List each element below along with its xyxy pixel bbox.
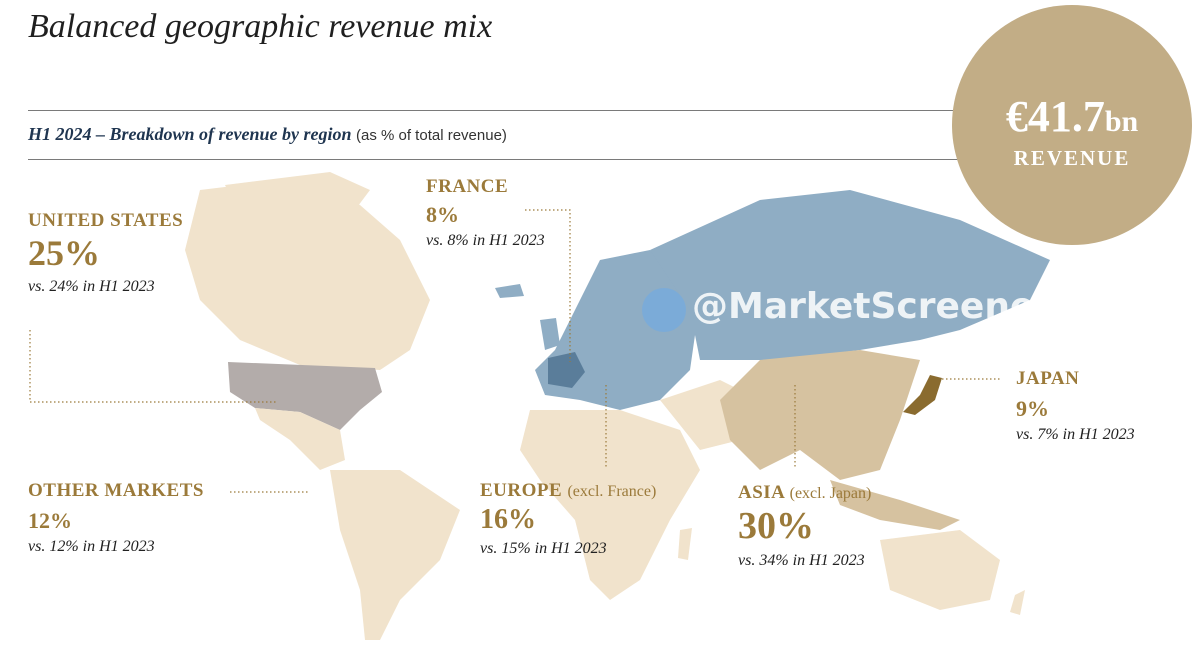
region-pct: 12% xyxy=(28,508,72,533)
japan-shape xyxy=(903,375,942,415)
revenue-badge: €41.7bn REVENUE xyxy=(952,5,1192,245)
australia-land xyxy=(880,530,1000,610)
region-name: OTHER MARKETS xyxy=(28,480,204,501)
france-shape xyxy=(548,352,585,388)
region-name: ASIA (excl. Japan) xyxy=(738,482,872,503)
revenue-amount: €41.7bn xyxy=(1005,92,1139,141)
iceland-shape xyxy=(495,284,524,298)
region-pct: 30% xyxy=(738,505,814,547)
africa-land xyxy=(520,410,700,600)
region-pct: 25% xyxy=(28,233,100,273)
bottom-divider xyxy=(28,159,1028,160)
region-cmp: vs. 24% in H1 2023 xyxy=(28,278,155,295)
central-america-land xyxy=(255,408,345,470)
france-leader-line xyxy=(525,209,571,362)
region-name: UNITED STATES xyxy=(28,210,184,231)
region-us: UNITED STATES 25% vs. 24% in H1 2023 xyxy=(28,210,183,296)
region-cmp: vs. 12% in H1 2023 xyxy=(28,538,155,555)
region-france: FRANCE 8% vs. 8% in H1 2023 xyxy=(426,176,545,250)
region-pct: 16% xyxy=(480,504,536,535)
us-leader-line xyxy=(29,330,278,403)
telegram-icon xyxy=(642,288,686,332)
greenland-land xyxy=(225,172,370,245)
usa-shape xyxy=(228,362,382,430)
region-cmp: vs. 15% in H1 2023 xyxy=(480,540,607,557)
subtitle-main: H1 2024 – Breakdown of revenue by region xyxy=(28,124,352,144)
region-pct: 9% xyxy=(1016,396,1049,421)
region-other: OTHER MARKETS 12% vs. 12% in H1 2023 xyxy=(28,480,204,556)
top-divider xyxy=(28,110,1028,111)
region-asia: ASIA (excl. Japan) 30% vs. 34% in H1 202… xyxy=(738,482,871,570)
region-pct: 8% xyxy=(426,202,459,227)
region-name: FRANCE xyxy=(426,176,509,197)
new-zealand-land xyxy=(1010,590,1025,615)
region-name: EUROPE (excl. France) xyxy=(480,480,657,501)
south-america-land xyxy=(330,470,460,640)
page-title: Balanced geographic revenue mix xyxy=(28,8,493,45)
region-cmp: vs. 8% in H1 2023 xyxy=(426,232,545,249)
region-europe: EUROPE (excl. France) 16% vs. 15% in H1 … xyxy=(480,480,656,558)
subtitle-note: (as % of total revenue) xyxy=(356,127,507,144)
region-cmp: vs. 7% in H1 2023 xyxy=(1016,426,1135,443)
revenue-label: REVENUE xyxy=(1013,146,1131,170)
region-name: JAPAN xyxy=(1016,368,1080,389)
russia-shape xyxy=(650,190,1050,360)
subtitle: H1 2024 – Breakdown of revenue by region… xyxy=(28,124,507,145)
region-japan: JAPAN 9% vs. 7% in H1 2023 xyxy=(1016,368,1135,444)
region-cmp: vs. 34% in H1 2023 xyxy=(738,552,865,569)
uk-shape xyxy=(540,318,560,350)
southeast-asia-shape xyxy=(830,480,960,530)
madagascar-land xyxy=(678,528,692,560)
asia-shape xyxy=(720,350,920,480)
watermark: @MarketScreener xyxy=(692,286,1053,327)
